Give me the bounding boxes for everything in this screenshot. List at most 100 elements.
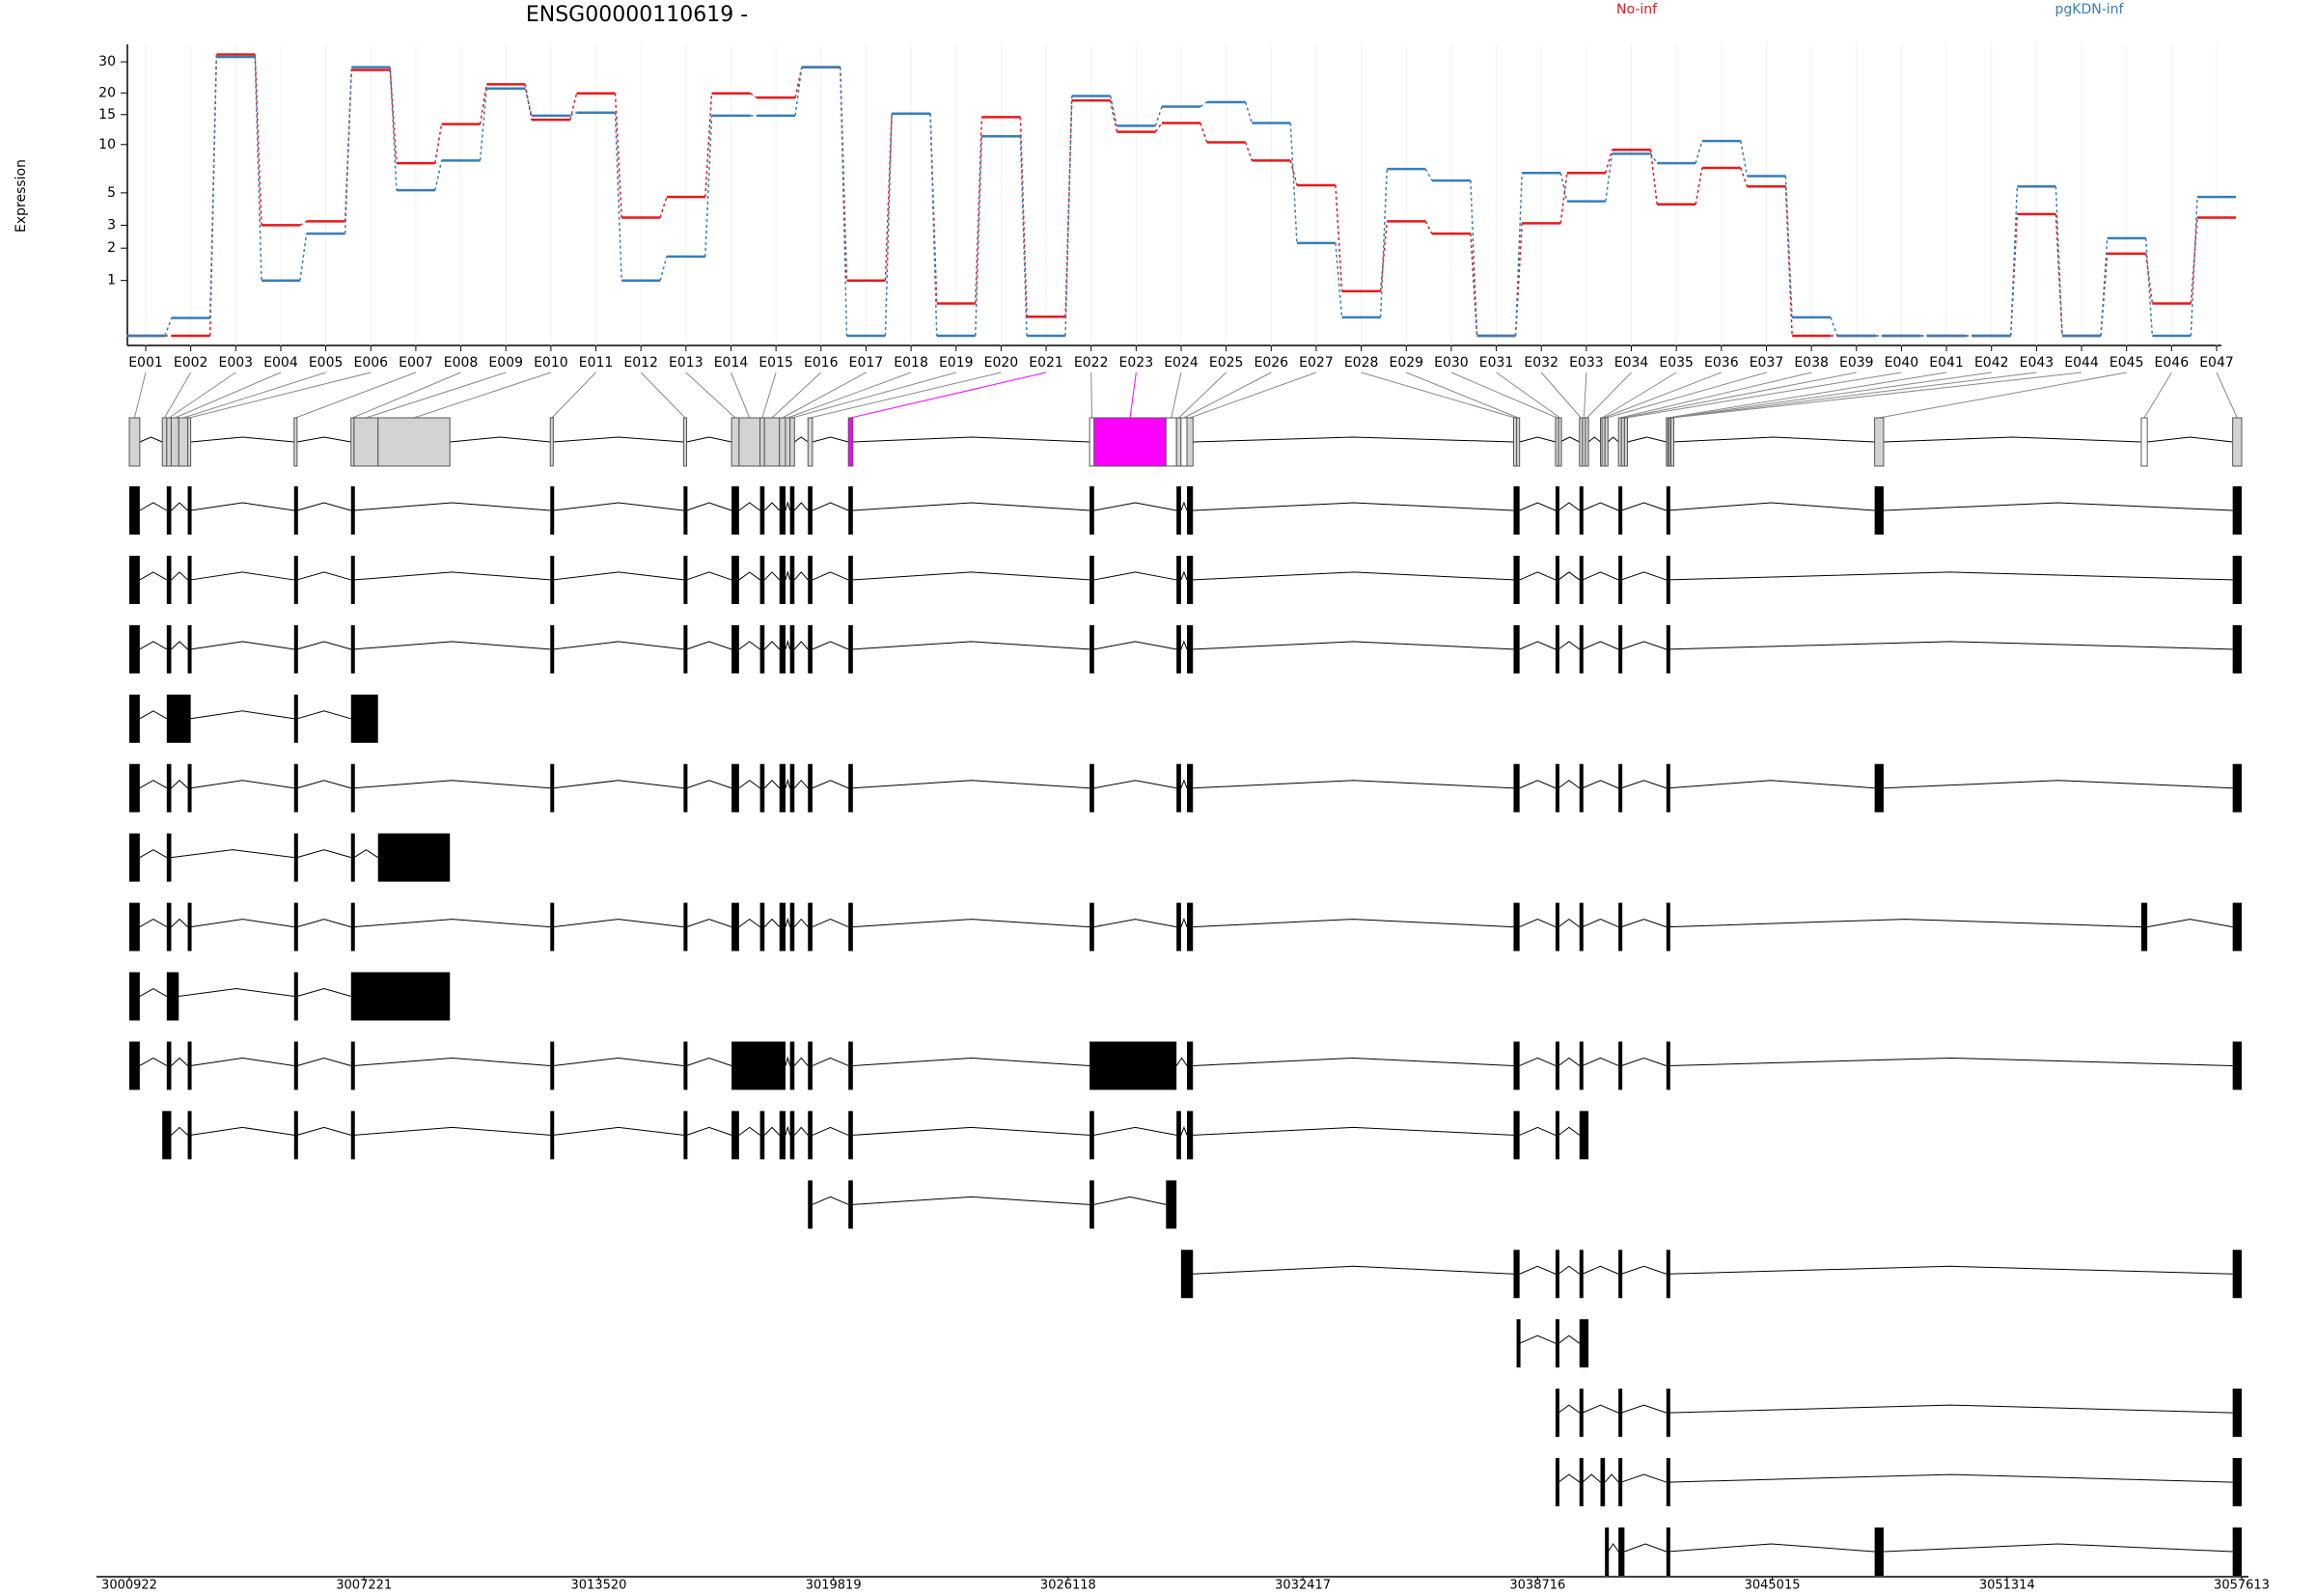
intron bbox=[852, 1196, 1090, 1205]
transcript-exon bbox=[1513, 555, 1520, 604]
intron bbox=[1672, 436, 1875, 443]
x-tick-label: E039 bbox=[1839, 355, 1874, 371]
transcript-exon bbox=[1579, 1458, 1584, 1507]
x-tick-label: E036 bbox=[1704, 355, 1739, 371]
exon-connector bbox=[188, 371, 372, 419]
exon-connector bbox=[850, 371, 1047, 419]
transcript-exon bbox=[350, 902, 355, 951]
connector bbox=[974, 136, 983, 337]
intron bbox=[1175, 1057, 1188, 1066]
connector bbox=[1649, 152, 1658, 164]
intron bbox=[1558, 918, 1581, 928]
x-tick-label: E043 bbox=[2020, 355, 2054, 371]
connector bbox=[1559, 173, 1568, 224]
intron bbox=[1668, 571, 2233, 581]
intron bbox=[1582, 1057, 1619, 1066]
intron bbox=[1558, 780, 1581, 789]
exon-connector bbox=[787, 371, 912, 419]
intron bbox=[139, 641, 168, 650]
transcript-exon bbox=[731, 624, 739, 674]
intron bbox=[1668, 641, 2233, 650]
transcript-exon bbox=[350, 624, 355, 674]
intron bbox=[1883, 780, 2233, 789]
intron bbox=[1627, 436, 1667, 443]
intron bbox=[353, 849, 378, 859]
exon-bin bbox=[1585, 417, 1589, 467]
y-tick-label: 20 bbox=[98, 85, 116, 100]
intron bbox=[1519, 1335, 1557, 1344]
connector bbox=[1784, 176, 1793, 317]
y-tick-label: 3 bbox=[107, 217, 116, 233]
transcript-exon bbox=[187, 486, 192, 535]
connector bbox=[1154, 106, 1163, 126]
intron bbox=[686, 1057, 732, 1066]
connector bbox=[1289, 123, 1298, 243]
intron bbox=[1582, 1265, 1619, 1275]
intron bbox=[1193, 919, 1514, 928]
connector bbox=[2009, 186, 2019, 337]
transcript-exon bbox=[731, 486, 739, 535]
transcript-exon bbox=[187, 763, 192, 812]
transcript-exon bbox=[1666, 1527, 1670, 1576]
transcript-exon bbox=[2232, 1458, 2242, 1507]
intron bbox=[852, 436, 1090, 443]
intron bbox=[1193, 571, 1514, 581]
connector bbox=[750, 93, 758, 98]
transcript-exon bbox=[166, 1041, 172, 1090]
connector bbox=[1199, 101, 1208, 108]
intron bbox=[1559, 436, 1580, 443]
connector bbox=[1514, 173, 1523, 337]
transcript-exon bbox=[1666, 486, 1670, 535]
exon-bin bbox=[1093, 417, 1167, 467]
transcript-exon bbox=[1666, 1389, 1670, 1438]
connector bbox=[1559, 173, 1568, 202]
intron bbox=[190, 780, 294, 789]
intron bbox=[785, 778, 791, 788]
intron bbox=[296, 1126, 351, 1136]
intron bbox=[353, 780, 551, 789]
intron bbox=[296, 710, 351, 720]
exon-connector bbox=[1183, 371, 1272, 419]
transcript-exon bbox=[350, 694, 378, 743]
transcript-exon bbox=[1089, 555, 1094, 604]
intron bbox=[1582, 919, 1619, 928]
intron bbox=[1093, 919, 1177, 928]
transcript-exon bbox=[1513, 902, 1520, 951]
intron bbox=[353, 1057, 551, 1066]
transcript-exon bbox=[1666, 763, 1670, 812]
genomic-tick-label: 3000922 bbox=[101, 1579, 157, 1593]
transcript-exon bbox=[129, 694, 140, 743]
connector bbox=[1470, 180, 1478, 337]
intron bbox=[1621, 1057, 1667, 1066]
intron bbox=[1519, 436, 1557, 443]
x-tick-label: E010 bbox=[534, 355, 568, 371]
intron bbox=[852, 571, 1090, 581]
transcript-exon bbox=[779, 763, 786, 812]
transcript-exon bbox=[166, 763, 172, 812]
transcript-exon bbox=[1513, 1250, 1520, 1299]
transcript-exon bbox=[1089, 624, 1094, 674]
transcript-exon bbox=[848, 486, 853, 535]
intron bbox=[1558, 1404, 1581, 1414]
x-tick-label: E025 bbox=[1209, 355, 1244, 371]
exon-connector bbox=[761, 371, 777, 419]
exon-bin bbox=[128, 417, 141, 467]
intron bbox=[1519, 641, 1557, 650]
transcript-exon bbox=[1579, 555, 1584, 604]
intron bbox=[553, 780, 684, 789]
transcript-exon bbox=[789, 1041, 795, 1090]
transcript-exon bbox=[1555, 902, 1559, 951]
exon-connector bbox=[1171, 371, 1182, 419]
exon-connector bbox=[1668, 371, 1992, 419]
exon-bin bbox=[1516, 417, 1521, 467]
intron bbox=[171, 502, 188, 511]
intron bbox=[1193, 1057, 1514, 1066]
intron bbox=[1193, 1126, 1514, 1136]
intron bbox=[1519, 780, 1557, 789]
connector bbox=[1695, 167, 1703, 205]
intron bbox=[686, 641, 732, 650]
exon-bin bbox=[731, 417, 740, 467]
intron bbox=[812, 1126, 849, 1136]
exon-bin bbox=[1669, 417, 1674, 467]
intron bbox=[353, 502, 551, 511]
